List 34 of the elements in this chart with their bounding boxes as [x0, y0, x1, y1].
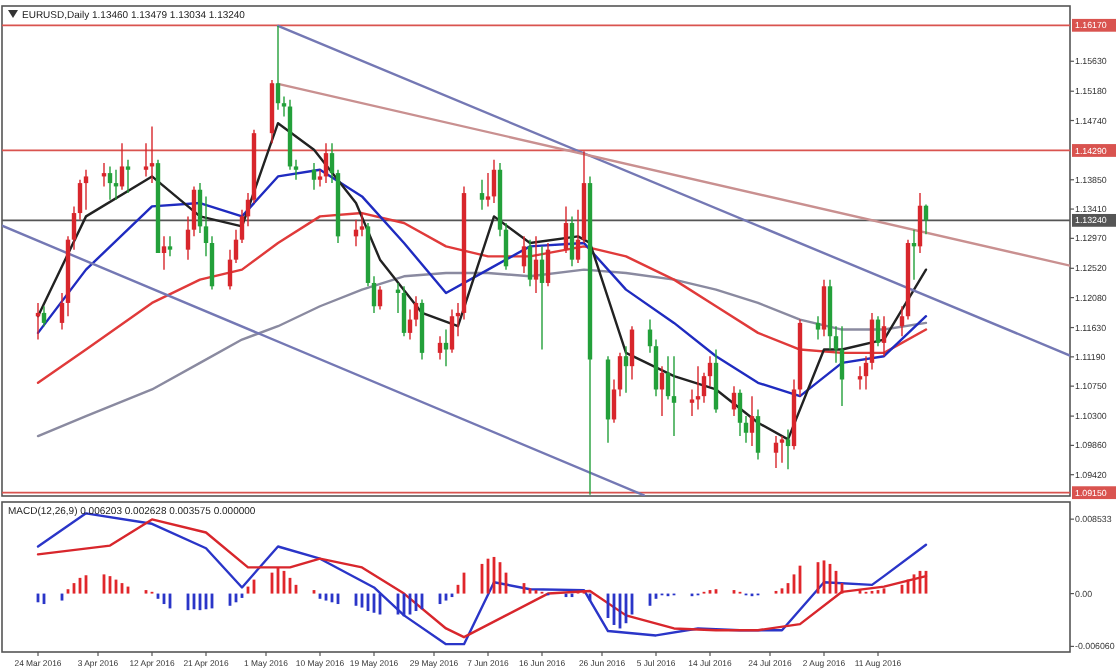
- candlestick: [41, 305, 47, 327]
- candlestick: [737, 388, 743, 437]
- candlestick: [125, 159, 131, 194]
- line-series: [36, 168, 928, 398]
- candlestick: [311, 162, 317, 191]
- candlestick: [167, 235, 173, 258]
- candlestick: [779, 435, 785, 464]
- candlestick: [449, 308, 455, 354]
- candlestick: [161, 235, 167, 271]
- line-series: [36, 211, 928, 385]
- candlestick: [401, 285, 407, 337]
- candlestick: [533, 235, 539, 294]
- candlestick: [755, 408, 761, 461]
- candlestick: [521, 235, 527, 274]
- candlestick: [437, 335, 443, 361]
- candlestick: [623, 345, 629, 394]
- candlestick: [527, 238, 533, 287]
- candlestick: [881, 315, 887, 357]
- candlestick: [821, 278, 827, 337]
- candlestick: [785, 428, 791, 471]
- candlestick: [713, 348, 719, 414]
- candlestick: [815, 315, 821, 341]
- candlestick: [275, 25, 281, 111]
- candlestick: [443, 328, 449, 367]
- candlestick: [563, 205, 569, 254]
- candlestick: [773, 435, 779, 469]
- candlestick: [545, 242, 551, 287]
- candlestick: [569, 215, 575, 268]
- candlestick: [107, 165, 113, 201]
- candlestick: [119, 142, 125, 191]
- candlestick: [671, 355, 677, 437]
- candlestick: [479, 179, 485, 211]
- candlestick: [359, 212, 365, 238]
- candlestick: [749, 395, 755, 447]
